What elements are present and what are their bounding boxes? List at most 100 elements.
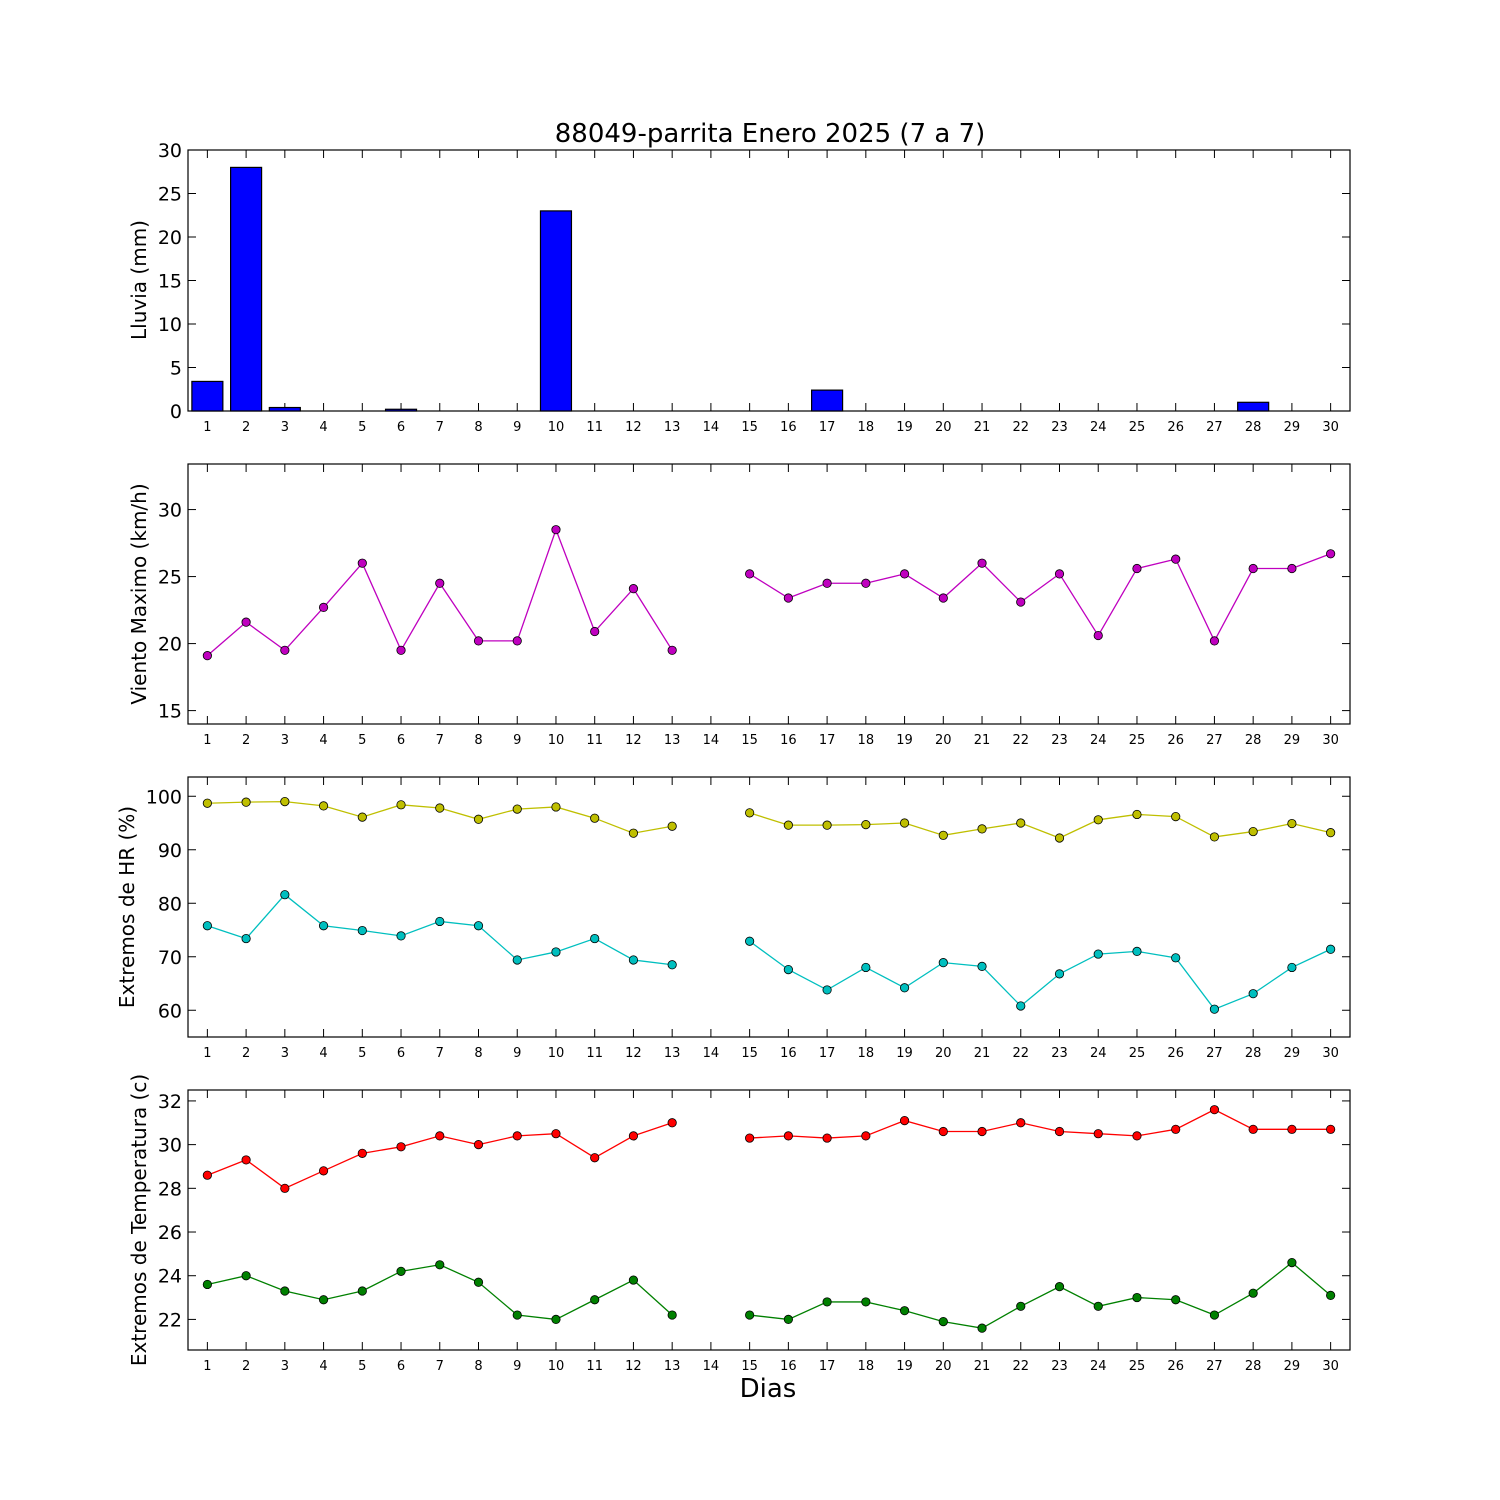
rain-xtick-label: 21 (974, 420, 991, 435)
wind-xtick-label: 14 (703, 733, 720, 748)
wind-series-0-point (899, 569, 910, 579)
humidity-xtick-label: 19 (896, 1046, 913, 1061)
humidity-series-1-point (396, 931, 406, 941)
humidity-series-1-point (628, 955, 639, 965)
humidity-plot-frame (187, 776, 1351, 1038)
wind-series-0-point (1132, 563, 1142, 574)
humidity-xtick-label: 17 (819, 1046, 836, 1061)
wind-series-0-point (1209, 636, 1220, 646)
humidity-series-1-point (241, 933, 251, 944)
rain-xtick-label: 24 (1090, 420, 1107, 435)
humidity-series-0-point (1209, 832, 1220, 842)
temperature-series-1-line (749, 1261, 1332, 1329)
temperature-xtick-label: 12 (625, 1359, 642, 1374)
rain-xtick-label: 1 (203, 420, 211, 435)
wind-series-0-point (1093, 630, 1103, 641)
temperature-series-1-point (783, 1314, 793, 1325)
temperature-series-0-point (1093, 1129, 1103, 1139)
humidity-series-0-point (783, 820, 793, 830)
wind-series-0-point (1016, 597, 1026, 607)
rain-bar (811, 389, 844, 412)
humidity-series-1-point (1326, 944, 1336, 954)
wind-series-0-point (396, 645, 406, 655)
wind-series-0-point (977, 558, 987, 568)
rain-xtick-label: 25 (1129, 420, 1146, 435)
humidity-series-0-point (745, 808, 755, 818)
rain-xtick-label: 5 (358, 420, 366, 435)
wind-series-0-point (280, 645, 290, 655)
wind-series-0-point (667, 645, 677, 655)
humidity-series-1-point (861, 962, 871, 973)
temperature-series-0-point (590, 1153, 600, 1163)
temperature-series-1-point (551, 1314, 561, 1325)
humidity-series-0-point (551, 802, 561, 812)
temperature-series-1-point (899, 1306, 910, 1316)
chart-title: 88049-parrita Enero 2025 (7 a 7) (555, 119, 986, 149)
wind-xtick-label: 28 (1245, 733, 1262, 748)
humidity-series-0-point (357, 812, 367, 822)
temperature-xtick-label: 2 (242, 1359, 250, 1374)
rain-xtick-label: 20 (935, 420, 952, 435)
humidity-series-0-point (241, 797, 251, 807)
humidity-xtick-label: 4 (319, 1046, 327, 1061)
rain-ytick-label: 5 (170, 358, 182, 380)
rain-xtick-label: 8 (474, 420, 482, 435)
rain-ytick-label: 25 (158, 184, 182, 206)
humidity-xtick-label: 11 (586, 1046, 603, 1061)
temperature-series-1-point (1171, 1295, 1181, 1305)
rain-xtick-label: 9 (513, 420, 521, 435)
wind-ytick-label: 25 (158, 567, 182, 589)
humidity-series-0-point (1287, 818, 1297, 829)
humidity-xtick-label: 27 (1206, 1046, 1223, 1061)
rain-xtick-label: 4 (319, 420, 327, 435)
humidity-ytick-label: 100 (146, 786, 182, 808)
temperature-series-0-point (783, 1131, 793, 1141)
humidity-series-0-point (899, 818, 910, 828)
temperature-xtick-label: 22 (1012, 1359, 1029, 1374)
temperature-xtick-label: 25 (1129, 1359, 1146, 1374)
temperature-series-1-point (435, 1260, 445, 1270)
temperature-xtick-label: 15 (741, 1359, 758, 1374)
humidity-series-0-point (938, 830, 948, 840)
wind-xtick-label: 12 (625, 733, 642, 748)
humidity-xtick-label: 29 (1284, 1046, 1301, 1061)
humidity-series-1-point (1132, 946, 1142, 957)
temperature-xtick-label: 18 (858, 1359, 875, 1374)
wind-series-0-point (1248, 563, 1258, 574)
temperature-xtick-label: 26 (1167, 1359, 1184, 1374)
humidity-series-1-point (745, 936, 755, 946)
humidity-xtick-label: 3 (281, 1046, 289, 1061)
wind-xtick-label: 11 (586, 733, 603, 748)
rain-xtick-label: 30 (1322, 420, 1339, 435)
rain-xtick-label: 14 (703, 420, 720, 435)
humidity-series-1-point (318, 921, 329, 931)
temperature-series-1-point (861, 1297, 871, 1307)
temperature-series-1-point (1248, 1288, 1258, 1298)
humidity-xtick-label: 6 (397, 1046, 405, 1061)
temperature-series-0-point (899, 1115, 910, 1126)
rain-xtick-label: 22 (1012, 420, 1029, 435)
temperature-series-0-point (1248, 1124, 1258, 1134)
temperature-series-0-point (1326, 1124, 1336, 1134)
humidity-xtick-label: 26 (1167, 1046, 1184, 1061)
temperature-series-1-point (667, 1310, 677, 1320)
rain-bar (191, 380, 224, 412)
humidity-series-0-point (590, 813, 600, 823)
temperature-series-0-point (512, 1131, 522, 1141)
rain-xtick-label: 6 (397, 420, 405, 435)
temperature-xtick-label: 28 (1245, 1359, 1262, 1374)
temperature-series-0-point (822, 1133, 832, 1143)
humidity-xtick-label: 8 (474, 1046, 482, 1061)
humidity-xtick-label: 12 (625, 1046, 642, 1061)
wind-xtick-label: 3 (281, 733, 289, 748)
temperature-series-0-point (745, 1133, 755, 1143)
humidity-series-1-point (783, 964, 793, 975)
wind-series-0-point (861, 578, 871, 588)
temperature-xtick-label: 6 (397, 1359, 405, 1374)
wind-xtick-label: 5 (358, 733, 366, 748)
temperature-xtick-label: 4 (319, 1359, 327, 1374)
humidity-series-0-point (822, 820, 832, 830)
temperature-xtick-label: 8 (474, 1359, 482, 1374)
wind-plot-frame (187, 463, 1351, 725)
